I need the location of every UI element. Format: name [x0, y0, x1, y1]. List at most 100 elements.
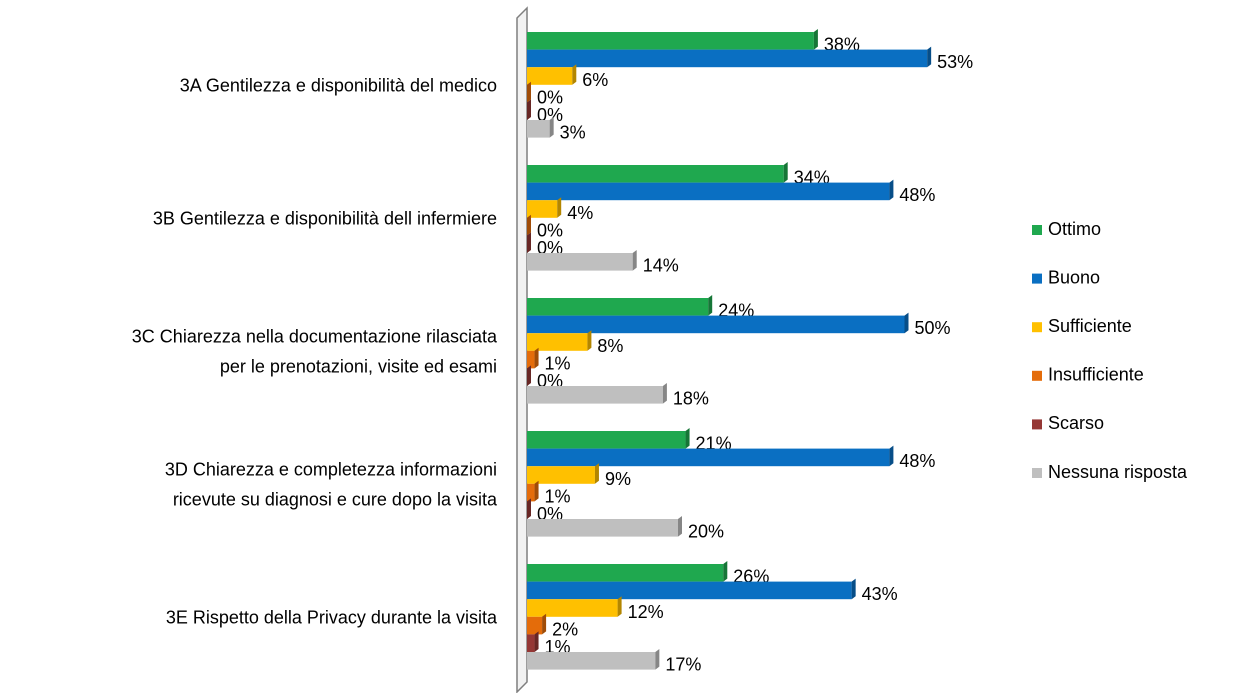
bar-side [549, 117, 554, 138]
value-label: 4% [567, 203, 593, 223]
bar [527, 32, 814, 50]
category-label: per le prenotazioni, visite ed esami [220, 357, 497, 377]
bar-side [851, 578, 856, 600]
bar-side [542, 613, 547, 635]
bar-side [534, 480, 539, 502]
value-label: 1% [545, 353, 571, 373]
bar-side [678, 516, 682, 537]
bar-side [527, 365, 531, 386]
bar [527, 616, 543, 635]
bar [527, 315, 905, 334]
bar-side [685, 428, 690, 449]
bar [527, 519, 678, 537]
category-label: 3C Chiarezza nella documentazione rilasc… [132, 327, 498, 347]
category-label: 3D Chiarezza e completezza informazioni [165, 460, 497, 480]
value-label: 34% [794, 168, 830, 188]
bar-side [557, 197, 562, 218]
bar-side [587, 330, 592, 351]
value-label: 14% [643, 256, 679, 276]
legend-swatch [1032, 468, 1042, 478]
bar-side [632, 250, 637, 271]
bar-side [527, 214, 531, 236]
bar-side [708, 295, 713, 316]
legend-swatch [1032, 273, 1042, 284]
legend-label: Buono [1048, 267, 1100, 287]
bar-side [889, 179, 894, 201]
category-label: 3B Gentilezza e disponibilità dell infer… [153, 209, 497, 229]
bar-side [927, 46, 932, 68]
legend-swatch [1032, 225, 1042, 235]
value-label: 17% [665, 655, 701, 675]
bar [527, 49, 928, 68]
value-label: 18% [673, 389, 709, 409]
value-label: 24% [718, 301, 754, 321]
bar [527, 581, 852, 600]
bar-side [889, 445, 894, 467]
value-label: 0% [537, 238, 563, 258]
value-label: 8% [597, 336, 623, 356]
value-label: 3% [560, 123, 586, 143]
legend-label: Insufficiente [1048, 365, 1144, 385]
legend-swatch [1032, 419, 1042, 430]
bar-side [527, 498, 531, 519]
value-label: 43% [862, 584, 898, 604]
bar-side [655, 649, 660, 670]
value-label: 38% [824, 35, 860, 55]
bar-side [723, 561, 728, 582]
value-label: 21% [696, 434, 732, 454]
bar [527, 599, 618, 617]
wall-side [516, 6, 528, 693]
value-label: 50% [915, 318, 951, 338]
legend-label: Sufficiente [1048, 316, 1132, 336]
category-label: 3A Gentilezza e disponibilità del medico [180, 76, 497, 96]
value-label: 2% [552, 619, 578, 639]
bar-side [534, 631, 539, 652]
bar [527, 431, 686, 449]
value-label: 0% [537, 504, 563, 524]
bar [527, 67, 573, 85]
bar [527, 448, 890, 467]
bar [527, 350, 535, 369]
bar [527, 200, 558, 218]
category-label: 3E Rispetto della Privacy durante la vis… [166, 608, 498, 628]
bar [527, 182, 890, 201]
value-label: 53% [937, 52, 973, 72]
bar-side [662, 383, 667, 404]
legend-swatch [1032, 370, 1042, 381]
bar [527, 120, 550, 138]
bar-side [527, 81, 531, 103]
bar [527, 652, 656, 670]
bar [527, 564, 724, 582]
value-label: 48% [899, 451, 935, 471]
bar [527, 333, 588, 351]
bar-side [594, 463, 599, 484]
legend-label: Scarso [1048, 413, 1104, 433]
value-label: 9% [605, 469, 631, 489]
value-label: 0% [537, 105, 563, 125]
bar-side [534, 347, 539, 369]
value-label: 1% [545, 637, 571, 657]
legend-label: Ottimo [1048, 219, 1101, 239]
value-label: 48% [899, 185, 935, 205]
bar-side [527, 232, 531, 253]
bar-side [783, 162, 788, 183]
value-label: 6% [582, 70, 608, 90]
legend-label: Nessuna risposta [1048, 462, 1188, 482]
value-label: 1% [545, 486, 571, 506]
value-label: 26% [733, 567, 769, 587]
bar-side [572, 64, 577, 85]
legend-swatch [1032, 322, 1042, 333]
value-label: 0% [537, 220, 563, 240]
value-label: 0% [537, 371, 563, 391]
bar [527, 466, 595, 484]
category-label: ricevute su diagnosi e cure dopo la visi… [173, 490, 498, 510]
bar [527, 634, 535, 652]
bar-side [813, 29, 818, 50]
value-label: 0% [537, 87, 563, 107]
bar-side [527, 99, 531, 120]
bar-side [617, 596, 622, 617]
bar [527, 253, 633, 271]
bar [527, 298, 709, 316]
bar [527, 165, 784, 183]
